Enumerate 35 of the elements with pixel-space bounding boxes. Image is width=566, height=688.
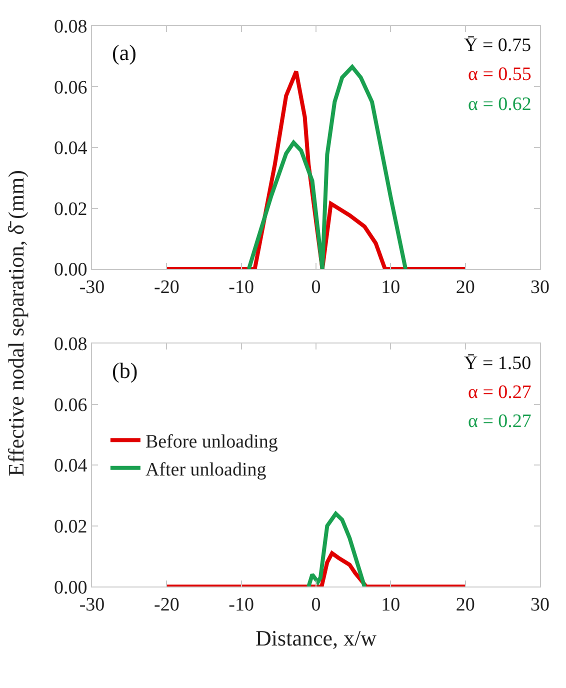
y-tick-label: 0.02	[54, 516, 88, 538]
y-tick-label: 0.06	[54, 394, 88, 416]
annotation: α = 0.55	[468, 64, 532, 85]
annotation: Ȳ = 1.50	[464, 353, 532, 374]
x-tick-label: 20	[456, 276, 475, 298]
y-tick-label: 0.02	[54, 198, 88, 220]
x-tick-label: -20	[154, 276, 180, 298]
x-tick-label: 30	[530, 276, 550, 298]
y-axis-title: Effective nodal separation, δ̄ (mm)	[3, 170, 28, 476]
x-tick-label: 0	[311, 594, 321, 616]
x-axis-title: Distance, x/w	[256, 625, 377, 650]
y-tick-label: 0.08	[54, 334, 88, 356]
line-series	[306, 512, 367, 587]
annotation: (a)	[112, 40, 136, 65]
annotation: (b)	[112, 358, 138, 383]
x-tick-label: -10	[228, 276, 254, 298]
legend-label: Before unloading	[145, 432, 278, 453]
y-tick-label: 0.08	[54, 16, 88, 38]
line-series	[164, 551, 468, 587]
line-series	[246, 64, 408, 270]
x-tick-label: -20	[154, 594, 180, 616]
annotation: α = 0.27	[468, 411, 532, 432]
y-tick-label: 0.04	[54, 456, 88, 477]
x-tick-label: -10	[228, 594, 254, 616]
x-tick-label: 20	[456, 594, 475, 616]
x-tick-label: 30	[530, 594, 550, 616]
x-tick-label: 10	[381, 594, 400, 616]
annotation: α = 0.62	[468, 94, 532, 115]
x-tick-label: 0	[311, 276, 321, 298]
y-tick-label: 0.04	[54, 138, 88, 160]
legend-label: After unloading	[145, 459, 267, 480]
annotation: Ȳ = 0.75	[464, 35, 532, 56]
x-tick-label: 10	[381, 276, 400, 298]
y-tick-label: 0.06	[54, 77, 88, 98]
annotation: α = 0.27	[468, 382, 532, 403]
